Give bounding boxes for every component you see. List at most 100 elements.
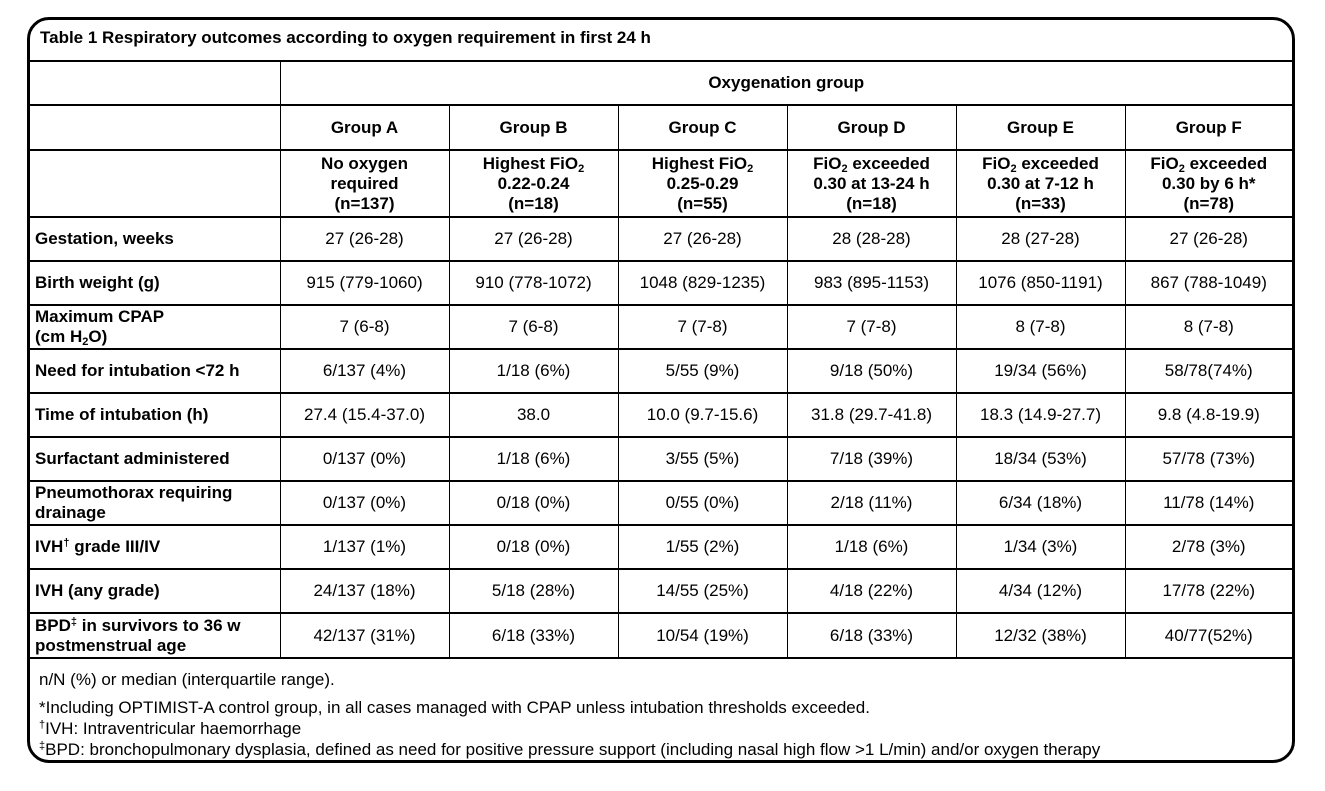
table-cell: 10.0 (9.7-15.6): [618, 393, 788, 438]
table-footnotes: n/N (%) or median (interquartile range).…: [39, 669, 1100, 760]
table-cell: 1/18 (6%): [787, 525, 957, 570]
table-row: Need for intubation <72 h 6/137 (4%) 1/1…: [30, 349, 1292, 394]
row-label: BPD‡ in survivors to 36 w postmenstrual …: [30, 613, 281, 659]
table-row: Maximum CPAP (cm H2O) 7 (6-8) 7 (6-8) 7 …: [30, 305, 1292, 350]
empty-cell: [30, 150, 281, 218]
empty-cell: [30, 61, 281, 106]
table-row: Surfactant administered 0/137 (0%) 1/18 …: [30, 437, 1292, 482]
table-cell: 17/78 (22%): [1125, 569, 1292, 614]
table-cell: 57/78 (73%): [1125, 437, 1292, 482]
row-label: Pneumothorax requiring drainage: [30, 481, 281, 526]
spanner-row: Oxygenation group: [30, 61, 1292, 106]
table-cell: 40/77(52%): [1125, 613, 1292, 659]
table-cell: 1048 (829-1235): [618, 261, 788, 306]
table-cell: 14/55 (25%): [618, 569, 788, 614]
table-cell: 1/18 (6%): [449, 349, 619, 394]
table-cell: 6/18 (33%): [787, 613, 957, 659]
row-label: Maximum CPAP (cm H2O): [30, 305, 281, 350]
table-cell: 9/18 (50%): [787, 349, 957, 394]
table-row: Time of intubation (h) 27.4 (15.4-37.0) …: [30, 393, 1292, 438]
group-f-definition: FiO2 exceeded 0.30 by 6 h* (n=78): [1125, 150, 1292, 218]
table-cell: 42/137 (31%): [280, 613, 450, 659]
table-cell: 0/137 (0%): [280, 437, 450, 482]
group-name-row: Group A Group B Group C Group D Group E …: [30, 105, 1292, 151]
table-row: IVH† grade III/IV 1/137 (1%) 0/18 (0%) 1…: [30, 525, 1292, 570]
table-cell: 0/18 (0%): [449, 481, 619, 526]
table-row: BPD‡ in survivors to 36 w postmenstrual …: [30, 613, 1292, 659]
group-a-header: Group A: [280, 105, 450, 151]
table-cell: 28 (27-28): [956, 217, 1126, 262]
table-cell: 0/55 (0%): [618, 481, 788, 526]
table-cell: 27 (26-28): [1125, 217, 1292, 262]
table-cell: 7 (6-8): [449, 305, 619, 350]
table-cell: 7 (6-8): [280, 305, 450, 350]
table-cell: 27 (26-28): [618, 217, 788, 262]
group-b-header: Group B: [449, 105, 619, 151]
table-cell: 58/78(74%): [1125, 349, 1292, 394]
table-cell: 1/55 (2%): [618, 525, 788, 570]
table-cell: 7 (7-8): [618, 305, 788, 350]
table-cell: 0/137 (0%): [280, 481, 450, 526]
row-label: IVH (any grade): [30, 569, 281, 614]
outcomes-table: Oxygenation group Group A Group B Group …: [30, 61, 1292, 659]
table-cell: 983 (895-1153): [787, 261, 957, 306]
table-cell: 38.0: [449, 393, 619, 438]
table-cell: 27.4 (15.4-37.0): [280, 393, 450, 438]
footnote-bpd: ‡BPD: bronchopulmonary dysplasia, define…: [39, 740, 1101, 759]
row-label: Surfactant administered: [30, 437, 281, 482]
table-cell: 0/18 (0%): [449, 525, 619, 570]
row-label: Need for intubation <72 h: [30, 349, 281, 394]
table-cell: 24/137 (18%): [280, 569, 450, 614]
table-cell: 6/18 (33%): [449, 613, 619, 659]
group-e-definition: FiO2 exceeded 0.30 at 7-12 h (n=33): [956, 150, 1126, 218]
table-cell: 6/34 (18%): [956, 481, 1126, 526]
table-cell: 8 (7-8): [956, 305, 1126, 350]
table-cell: 910 (778-1072): [449, 261, 619, 306]
table-cell: 2/78 (3%): [1125, 525, 1292, 570]
table-cell: 10/54 (19%): [618, 613, 788, 659]
table-cell: 19/34 (56%): [956, 349, 1126, 394]
group-b-definition: Highest FiO2 0.22-0.24 (n=18): [449, 150, 619, 218]
table-cell: 7/18 (39%): [787, 437, 957, 482]
table-title: Table 1 Respiratory outcomes according t…: [40, 28, 651, 47]
row-label: Gestation, weeks: [30, 217, 281, 262]
table-cell: 2/18 (11%): [787, 481, 957, 526]
table-row: Birth weight (g) 915 (779-1060) 910 (778…: [30, 261, 1292, 306]
group-d-header: Group D: [787, 105, 957, 151]
group-e-header: Group E: [956, 105, 1126, 151]
group-definition-row: No oxygen required (n=137) Highest FiO2 …: [30, 150, 1292, 218]
table-cell: 3/55 (5%): [618, 437, 788, 482]
table-cell: 8 (7-8): [1125, 305, 1292, 350]
footnote-summary-stats: n/N (%) or median (interquartile range).: [39, 670, 335, 689]
group-a-definition: No oxygen required (n=137): [280, 150, 450, 218]
table-cell: 31.8 (29.7-41.8): [787, 393, 957, 438]
group-c-definition: Highest FiO2 0.25-0.29 (n=55): [618, 150, 788, 218]
table-row: Gestation, weeks 27 (26-28) 27 (26-28) 2…: [30, 217, 1292, 262]
table-cell: 5/55 (9%): [618, 349, 788, 394]
group-f-header: Group F: [1125, 105, 1292, 151]
group-c-header: Group C: [618, 105, 788, 151]
empty-cell: [30, 105, 281, 151]
table-cell: 18.3 (14.9-27.7): [956, 393, 1126, 438]
table-cell: 27 (26-28): [449, 217, 619, 262]
table-cell: 18/34 (53%): [956, 437, 1126, 482]
table-cell: 1076 (850-1191): [956, 261, 1126, 306]
row-label: Time of intubation (h): [30, 393, 281, 438]
table-row: IVH (any grade) 24/137 (18%) 5/18 (28%) …: [30, 569, 1292, 614]
table-cell: 27 (26-28): [280, 217, 450, 262]
table-cell: 1/34 (3%): [956, 525, 1126, 570]
table-row: Pneumothorax requiring drainage 0/137 (0…: [30, 481, 1292, 526]
table-cell: 5/18 (28%): [449, 569, 619, 614]
table-cell: 1/18 (6%): [449, 437, 619, 482]
table-cell: 9.8 (4.8-19.9): [1125, 393, 1292, 438]
table-cell: 867 (788-1049): [1125, 261, 1292, 306]
table-cell: 915 (779-1060): [280, 261, 450, 306]
table-frame: Table 1 Respiratory outcomes according t…: [27, 17, 1295, 763]
table-cell: 7 (7-8): [787, 305, 957, 350]
oxygenation-group-header: Oxygenation group: [280, 61, 1292, 106]
row-label: IVH† grade III/IV: [30, 525, 281, 570]
table-cell: 12/32 (38%): [956, 613, 1126, 659]
footnote-ivh: †IVH: Intraventricular haemorrhage: [39, 719, 302, 738]
group-d-definition: FiO2 exceeded 0.30 at 13-24 h (n=18): [787, 150, 957, 218]
table-cell: 4/18 (22%): [787, 569, 957, 614]
